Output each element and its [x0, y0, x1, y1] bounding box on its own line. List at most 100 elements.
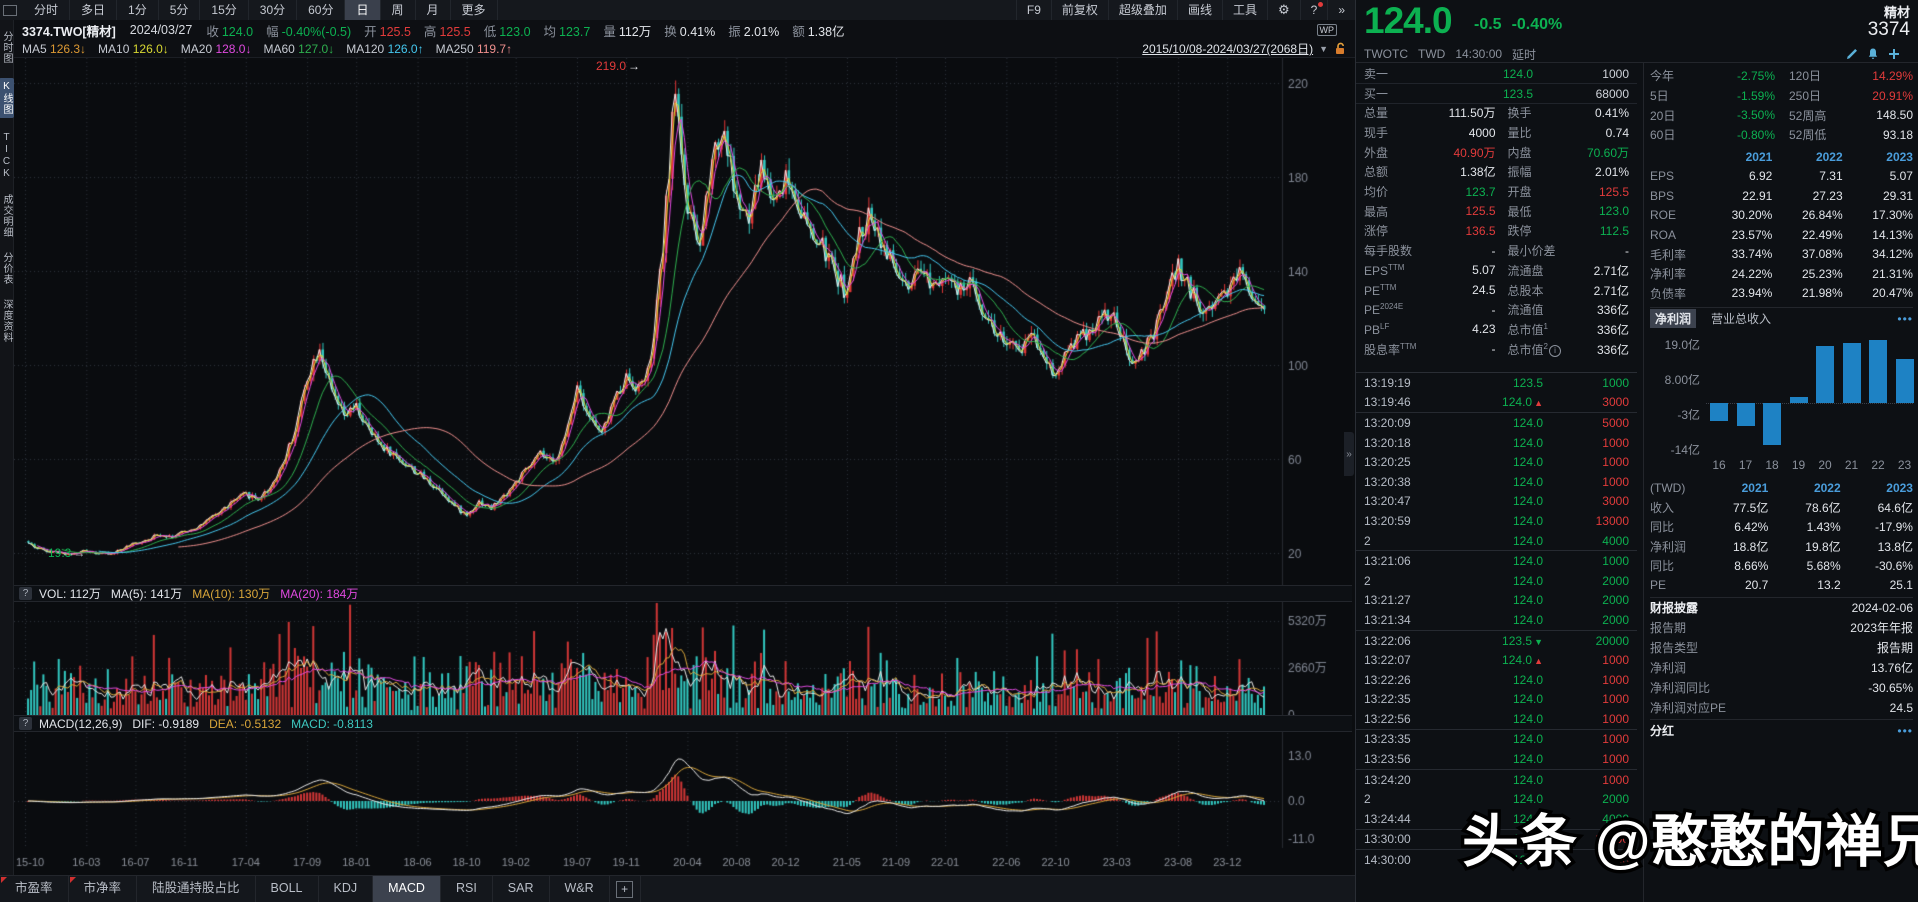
period-tab-60分[interactable]: 60分	[297, 0, 346, 20]
period-tab-日[interactable]: 日	[345, 0, 381, 20]
ratio-row-净利率: 净利率 24.22% 25.23% 21.31%	[1650, 266, 1913, 282]
indicator-tab-MACD[interactable]: MACD	[373, 876, 441, 902]
price-change: -0.5 -0.40%	[1474, 16, 1563, 33]
period-tab-多日[interactable]: 多日	[70, 0, 118, 20]
symbol-label[interactable]: 3374.TWO[精材]	[22, 24, 116, 39]
tick-row: 13:20:59 124.0 13000	[1364, 513, 1629, 528]
bell-icon[interactable]	[1867, 48, 1879, 60]
period-toolbar: 分时 多日 1分 5分 15分 30分 60分日周月更多 F9 前复权 超级叠加 画线 工具 ⚙?»	[0, 0, 1355, 21]
perf-row-60日: 60日 -0.80% 52周低 93.18	[1650, 127, 1913, 143]
help-icon[interactable]: ?	[19, 587, 32, 600]
tick-row: 13:24:44 124.0 4000	[1356, 809, 1637, 830]
fin-row-同比: 同比 6.42% 1.43% -17.9%	[1650, 519, 1913, 535]
quote-fields: 收 124.0 幅 -0.40%(-0.5) 开 125.5 高 125.5 低 123.0 均 12…	[206, 21, 857, 40]
toolbar-button-超级叠加[interactable]: 超级叠加	[1107, 0, 1177, 20]
period-tab-月[interactable]: 月	[416, 0, 451, 20]
profit-ytick: -14亿	[1670, 442, 1700, 457]
tick-row: 13:20:18 124.0 1000	[1364, 435, 1629, 450]
chart-area[interactable]: 219.0 → 19.3 → ? VOL: 112万 MA(5): 141万 MA(…	[14, 58, 1352, 876]
report-row-净利润对应PE: 净利润对应PE 24.5	[1650, 700, 1913, 716]
kline-canvas[interactable]	[14, 58, 1352, 876]
date-range-label[interactable]: 2015/10/08-2024/03/27(2068日)	[1142, 42, 1314, 56]
period-tab-更多[interactable]: 更多	[451, 0, 498, 20]
indicator-tab-市盈率[interactable]: 市盈率	[0, 876, 69, 902]
stat-row-涨停: 涨停 136.5 跌停 112.5	[1364, 223, 1629, 239]
expand-toolbar-icon[interactable]: »	[1327, 0, 1355, 20]
profit-xtick: 22	[1871, 457, 1885, 472]
toolbar-button-工具[interactable]: 工具	[1221, 0, 1267, 20]
help-icon[interactable]: ?	[1299, 0, 1328, 20]
financial-table: (TWD) 2021 2022 2023 收入 77.5亿 78.6亿 64.6亿 同比 6.42…	[1650, 478, 1913, 595]
tick-row: 13:23:35 124.0 1000	[1364, 732, 1629, 747]
info-field-幅: 幅 -0.40%(-0.5)	[266, 24, 352, 39]
period-tab-30分[interactable]: 30分	[249, 0, 298, 20]
window-icon[interactable]	[3, 4, 17, 16]
stat-row-最高: 最高 125.5 最低 123.0	[1364, 204, 1629, 219]
gear-icon[interactable]: ⚙	[1266, 0, 1300, 20]
more-button[interactable]: •••	[1897, 723, 1913, 738]
tick-row: 13:21:27 124.0 2000	[1364, 593, 1629, 608]
period-tab-15分[interactable]: 15分	[200, 0, 249, 20]
ma-item-MA120: MA120 126.0↑	[346, 41, 424, 56]
collapse-panel-button[interactable]: »	[1344, 432, 1354, 476]
report-row-报告期: 报告期 2023年年报	[1650, 621, 1913, 636]
panel-divider	[1643, 63, 1644, 902]
left-sidebar: 分时图 K线图 TICK 成交明细分价表深度资料	[0, 20, 14, 902]
more-button[interactable]: •••	[1897, 311, 1913, 326]
wp-badge[interactable]: WP	[1316, 24, 1337, 36]
toolbar-button-F9[interactable]: F9	[1015, 0, 1051, 20]
stat-row-均价: 均价 123.7 开盘 125.5	[1364, 184, 1629, 200]
indicator-tab-SAR[interactable]: SAR	[493, 876, 550, 902]
period-tab-5分[interactable]: 5分	[159, 0, 201, 20]
period-tab-周[interactable]: 周	[381, 0, 416, 20]
tick-row: 13:22:35 124.0 1000	[1364, 692, 1629, 707]
sidebar-item-K线图[interactable]: K线图	[0, 78, 14, 118]
indicator-tab-KDJ[interactable]: KDJ	[319, 876, 374, 902]
profit-xtick: 19	[1791, 457, 1806, 472]
profit-bar-16	[1710, 403, 1728, 421]
indicator-tab-W&R[interactable]: W&R	[550, 876, 610, 902]
macd-legend: ? MACD(12,26,9) DIF: -0.9189 DEA: -0.513…	[14, 715, 1352, 732]
edit-icon[interactable]	[1846, 48, 1858, 60]
period-tab-分时[interactable]: 分时	[23, 0, 71, 20]
indicator-tab-BOLL[interactable]: BOLL	[256, 876, 319, 902]
indicator-tab-陆股通持股占比[interactable]: 陆股通持股占比	[137, 876, 256, 902]
toolbar-button-前复权[interactable]: 前复权	[1050, 0, 1108, 20]
tick-row: 13:22:06 123.5 ▼ 20000	[1364, 633, 1629, 648]
ratio-row-负债率: 负债率 23.94% 21.98% 20.47%	[1650, 286, 1913, 301]
info-field-高: 高 125.5	[423, 24, 471, 39]
tab-revenue[interactable]: 营业总收入	[1711, 312, 1772, 327]
fin-row-PE: PE 20.7 13.2 25.1	[1650, 578, 1913, 592]
tick-row: 14:30:00 124.0 1000	[1364, 853, 1629, 868]
chevron-down-icon[interactable]: ▼	[1319, 43, 1328, 54]
profit-ytick: 19.0亿	[1664, 337, 1700, 352]
ratio-row-ROE: ROE 30.20% 26.84% 17.30%	[1650, 208, 1913, 222]
report-row-净利润同比: 净利润同比 -30.65%	[1650, 680, 1913, 696]
toolbar-right: F9 前复权 超级叠加 画线 工具 ⚙?»	[1015, 0, 1355, 20]
delay-tag: 延时	[1512, 47, 1537, 62]
lock-icon[interactable]	[1334, 42, 1347, 56]
tab-net-profit[interactable]: 净利润	[1650, 309, 1697, 329]
profit-bar-22	[1869, 340, 1887, 404]
profit-ytick: 8.00亿	[1664, 372, 1700, 387]
sidebar-item-分时图[interactable]: 分时图	[1, 31, 12, 64]
stat-row-PE: PE2024E - 流通值 336亿	[1364, 302, 1629, 318]
help-icon[interactable]: ?	[19, 717, 32, 730]
sidebar-item-成交明细[interactable]: 成交明细	[1, 194, 12, 238]
sidebar-item-分价表[interactable]: 分价表	[1, 252, 12, 285]
indicator-tab-市净率[interactable]: 市净率	[69, 876, 138, 902]
indicator-tab-RSI[interactable]: RSI	[441, 876, 493, 902]
profit-bar-23	[1895, 359, 1914, 404]
plus-icon[interactable]	[1888, 48, 1900, 60]
add-indicator-button[interactable]: +	[610, 876, 641, 902]
toolbar-button-画线[interactable]: 画线	[1176, 0, 1222, 20]
tick-row: 13:22:56 124.0 1000	[1356, 709, 1637, 730]
sidebar-item-TICK[interactable]: TICK	[1, 132, 12, 180]
sidebar-item-深度资料[interactable]: 深度资料	[1, 299, 12, 343]
ma-item-MA60: MA60 127.0↓	[263, 41, 335, 56]
quote-stats: 总量 111.50万 换手 0.41% 现手 4000 量比 0.74 外盘 40.90万 内盘 70…	[1356, 103, 1637, 359]
trade-date: 2024/03/27	[129, 23, 193, 37]
period-tab-1分[interactable]: 1分	[117, 0, 159, 20]
tick-row: 13:19:46 124.0 ▲ 3000	[1356, 393, 1637, 414]
last-price: 124.0	[1364, 0, 1453, 41]
